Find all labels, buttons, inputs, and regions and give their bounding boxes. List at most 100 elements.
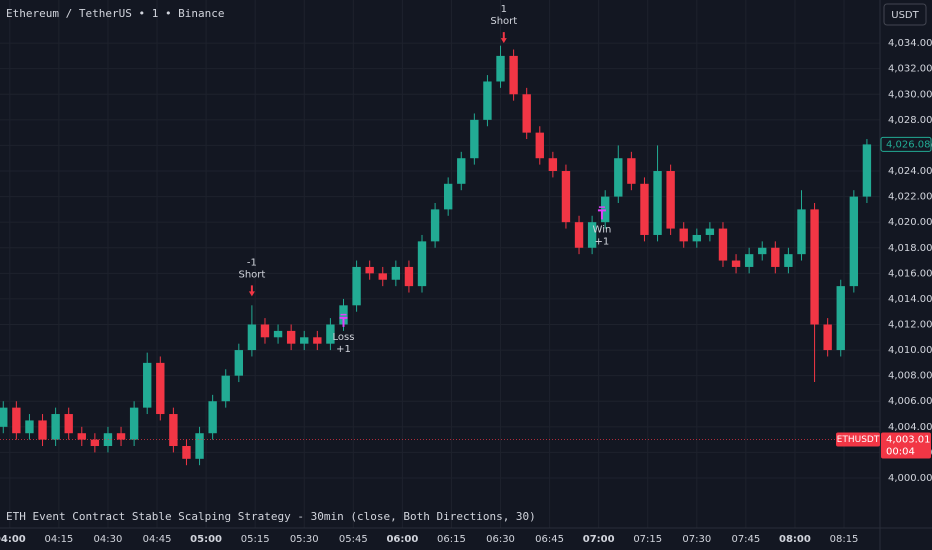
strategy-label: ETH Event Contract Stable Scalping Strat… [6, 510, 536, 523]
candle-body [744, 254, 754, 267]
candle-body [470, 119, 479, 159]
y-tick-label: 4,020.00 [888, 217, 932, 228]
candle-body [457, 158, 466, 184]
signal-marker [339, 313, 348, 327]
x-tick-label: 06:45 [535, 534, 564, 545]
candle-body [718, 228, 728, 261]
candle-body [25, 420, 34, 434]
candle-body [365, 266, 374, 274]
signal-arrow [248, 285, 255, 297]
y-tick-label: 4,028.00 [888, 115, 932, 126]
candle-body [378, 273, 387, 280]
x-tick-label: 07:30 [682, 534, 711, 545]
candle-body [260, 324, 270, 338]
candle-body [221, 375, 230, 402]
y-tick-label: 4,008.00 [888, 371, 932, 382]
candle-body [169, 414, 178, 447]
signal-arrow [500, 32, 507, 44]
candle-body [103, 433, 113, 447]
candle-body [116, 433, 126, 440]
x-tick-label: 05:00 [190, 534, 222, 545]
candle-body [823, 324, 832, 351]
candle-body [90, 439, 100, 447]
last-price-tag [880, 136, 932, 152]
x-tick-label: 08:00 [779, 534, 811, 545]
x-tick-label: 05:15 [241, 534, 270, 545]
candle-body [286, 330, 296, 344]
symbol-countdown: 00:04 [886, 446, 915, 457]
y-tick-label: 4,010.00 [888, 345, 932, 356]
candle-body [548, 158, 558, 172]
candle-body [692, 234, 701, 242]
x-tick-label: 05:30 [290, 534, 319, 545]
candle-body [849, 196, 859, 287]
x-tick-label: 07:00 [583, 534, 615, 545]
symbol-tag [836, 432, 880, 447]
signal-label: Short [490, 16, 517, 27]
candle-body [352, 266, 361, 306]
candle-body [496, 55, 505, 82]
candle-body [705, 228, 715, 235]
y-tick-label: 4,004.00 [888, 422, 932, 433]
candle-body [195, 433, 204, 459]
candle-body [38, 420, 47, 440]
candle-body [627, 158, 636, 184]
candle-body [273, 330, 283, 338]
candle-body [784, 254, 793, 267]
signal-label: 1 [501, 4, 507, 15]
candle-body [300, 337, 309, 344]
y-tick-label: 4,022.00 [888, 192, 932, 203]
candle-body [143, 362, 152, 408]
y-tick-label: 4,024.00 [888, 166, 932, 177]
candle-body [404, 266, 414, 287]
signal-label: +1 [595, 236, 610, 247]
candle-body [758, 247, 767, 255]
candle-body [12, 407, 21, 434]
y-tick-label: 4,032.00 [888, 64, 932, 75]
currency-button[interactable] [883, 3, 927, 26]
grid [0, 0, 880, 528]
currency-label[interactable]: USDT [891, 10, 919, 21]
candle-body [417, 241, 427, 287]
x-tick-label: 04:30 [94, 534, 123, 545]
x-tick-label: 04:15 [44, 534, 73, 545]
signal-label: +1 [336, 344, 351, 355]
candle-body [731, 260, 741, 267]
candle-body [234, 350, 243, 376]
y-tick-label: 4,012.00 [888, 320, 932, 331]
x-tick-label: 06:15 [437, 534, 466, 545]
candle-body [574, 222, 584, 248]
x-tick-label: 06:00 [386, 534, 418, 545]
last-price-label: 4,026.08 [886, 139, 931, 150]
candle-body [679, 228, 688, 242]
candle-body [614, 158, 623, 197]
y-tick-label: 4,030.00 [888, 89, 932, 100]
candle-body [653, 171, 662, 235]
candle-body [836, 286, 845, 351]
candle-body [535, 132, 544, 159]
plot [0, 45, 872, 466]
candle-body [156, 362, 165, 415]
candle-body [561, 171, 571, 223]
candle-body [797, 209, 806, 255]
candle-body [483, 81, 492, 120]
y-tick-label: 4,034.00 [888, 38, 932, 49]
symbol-name: ETHUSDT [837, 435, 880, 445]
candle-body [443, 183, 453, 210]
candle-body [326, 324, 335, 344]
x-tick-label: 07:15 [633, 534, 662, 545]
candle-body [862, 144, 872, 197]
candle-body [51, 414, 60, 440]
signal-label: Short [238, 269, 265, 280]
x-tick-label: 04:00 [0, 534, 26, 545]
candle-body [587, 222, 597, 248]
signal-label: Loss [333, 332, 355, 343]
candle-body [64, 414, 73, 434]
candle-body [509, 55, 518, 95]
candle-body [522, 94, 531, 133]
candle-body [810, 209, 819, 325]
x-tick-label: 04:45 [143, 534, 172, 545]
